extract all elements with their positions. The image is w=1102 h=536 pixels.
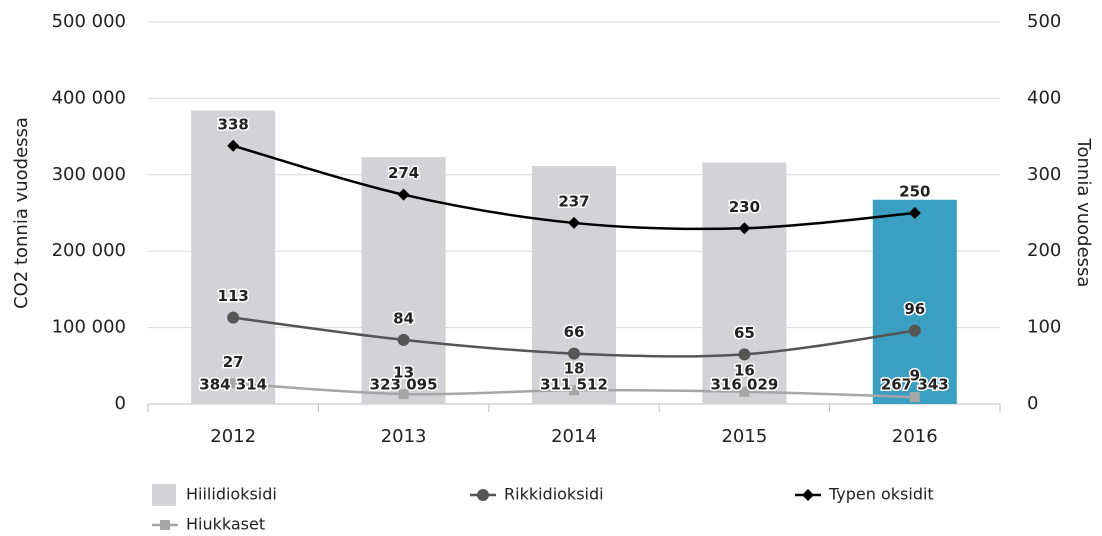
y-tick-label: 500 000: [52, 11, 126, 32]
line-marker: [908, 207, 921, 219]
bar: [532, 166, 616, 404]
legend-swatch: [152, 484, 176, 506]
bar-value-label: 323 095: [370, 376, 438, 394]
y-tick-label: 300 000: [52, 164, 126, 185]
bar: [191, 110, 276, 405]
legend-marker: [802, 489, 814, 501]
line-value-label: 18: [564, 360, 585, 378]
y2-tick-label: 0: [1027, 393, 1038, 414]
line-marker: [228, 378, 239, 389]
line-value-label: 230: [729, 198, 760, 216]
y2-axis-label: Tonnia vuodessa: [1073, 138, 1094, 288]
legend-label: Rikkidioksidi: [504, 485, 604, 504]
legend-label: Typen oksidit: [828, 485, 934, 504]
line-marker: [738, 348, 751, 361]
x-tick-label: 2015: [721, 426, 767, 447]
line-marker: [739, 386, 750, 397]
line-value-label: 16: [734, 361, 755, 379]
y2-tick-label: 200: [1027, 240, 1061, 261]
line-value-label: 96: [904, 300, 925, 318]
x-tick-label: 2013: [381, 426, 427, 447]
y2-tick-label: 400: [1027, 87, 1061, 108]
bar-value-label: 384 314: [199, 376, 267, 394]
bar-value-label: 267 343: [881, 376, 949, 394]
y-tick-label: 100 000: [52, 317, 126, 338]
y2-tick-label: 300: [1027, 164, 1061, 185]
y-tick-label: 200 000: [52, 240, 126, 261]
line-marker: [397, 188, 410, 201]
line-value-label: 27: [223, 353, 244, 371]
y-tick-label: 0: [115, 393, 126, 414]
line-value-label: 9: [910, 367, 920, 385]
line-value-label: 13: [393, 364, 414, 382]
line-value-label: 250: [899, 183, 930, 201]
x-tick-label: 2012: [210, 426, 256, 447]
y2-tick-label: 500: [1027, 11, 1061, 32]
line-marker: [398, 389, 409, 400]
line-value-label: 66: [564, 323, 585, 341]
line-value-label: 113: [218, 287, 249, 305]
y-axis-label: CO2 tonnia vuodessa: [11, 117, 32, 309]
line-value-label: 84: [393, 309, 414, 327]
x-tick-label: 2016: [892, 426, 938, 447]
line-marker: [738, 222, 751, 235]
bar-value-label: 316 029: [710, 376, 778, 394]
line-marker: [568, 347, 580, 360]
line-value-label: 338: [218, 115, 249, 133]
y-tick-label: 400 000: [52, 87, 126, 108]
y2-tick-label: 100: [1027, 317, 1061, 338]
line-marker: [569, 385, 579, 396]
legend-marker: [160, 520, 170, 530]
line-marker: [227, 139, 240, 152]
legend-label: Hiukkaset: [186, 515, 265, 534]
line-marker: [568, 216, 580, 229]
legend-label: Hiilidioksidi: [186, 485, 277, 504]
line-marker: [397, 333, 410, 346]
line-marker: [909, 392, 920, 403]
x-tick-label: 2014: [551, 426, 597, 447]
line-value-label: 274: [388, 164, 419, 182]
line-marker: [227, 311, 240, 324]
bar: [702, 162, 787, 404]
bar: [872, 199, 957, 404]
line-value-label: 237: [558, 192, 589, 210]
bar-value-label: 311 512: [540, 376, 608, 394]
legend-marker: [477, 489, 489, 501]
line-value-label: 65: [734, 324, 755, 342]
line-marker: [908, 324, 921, 337]
